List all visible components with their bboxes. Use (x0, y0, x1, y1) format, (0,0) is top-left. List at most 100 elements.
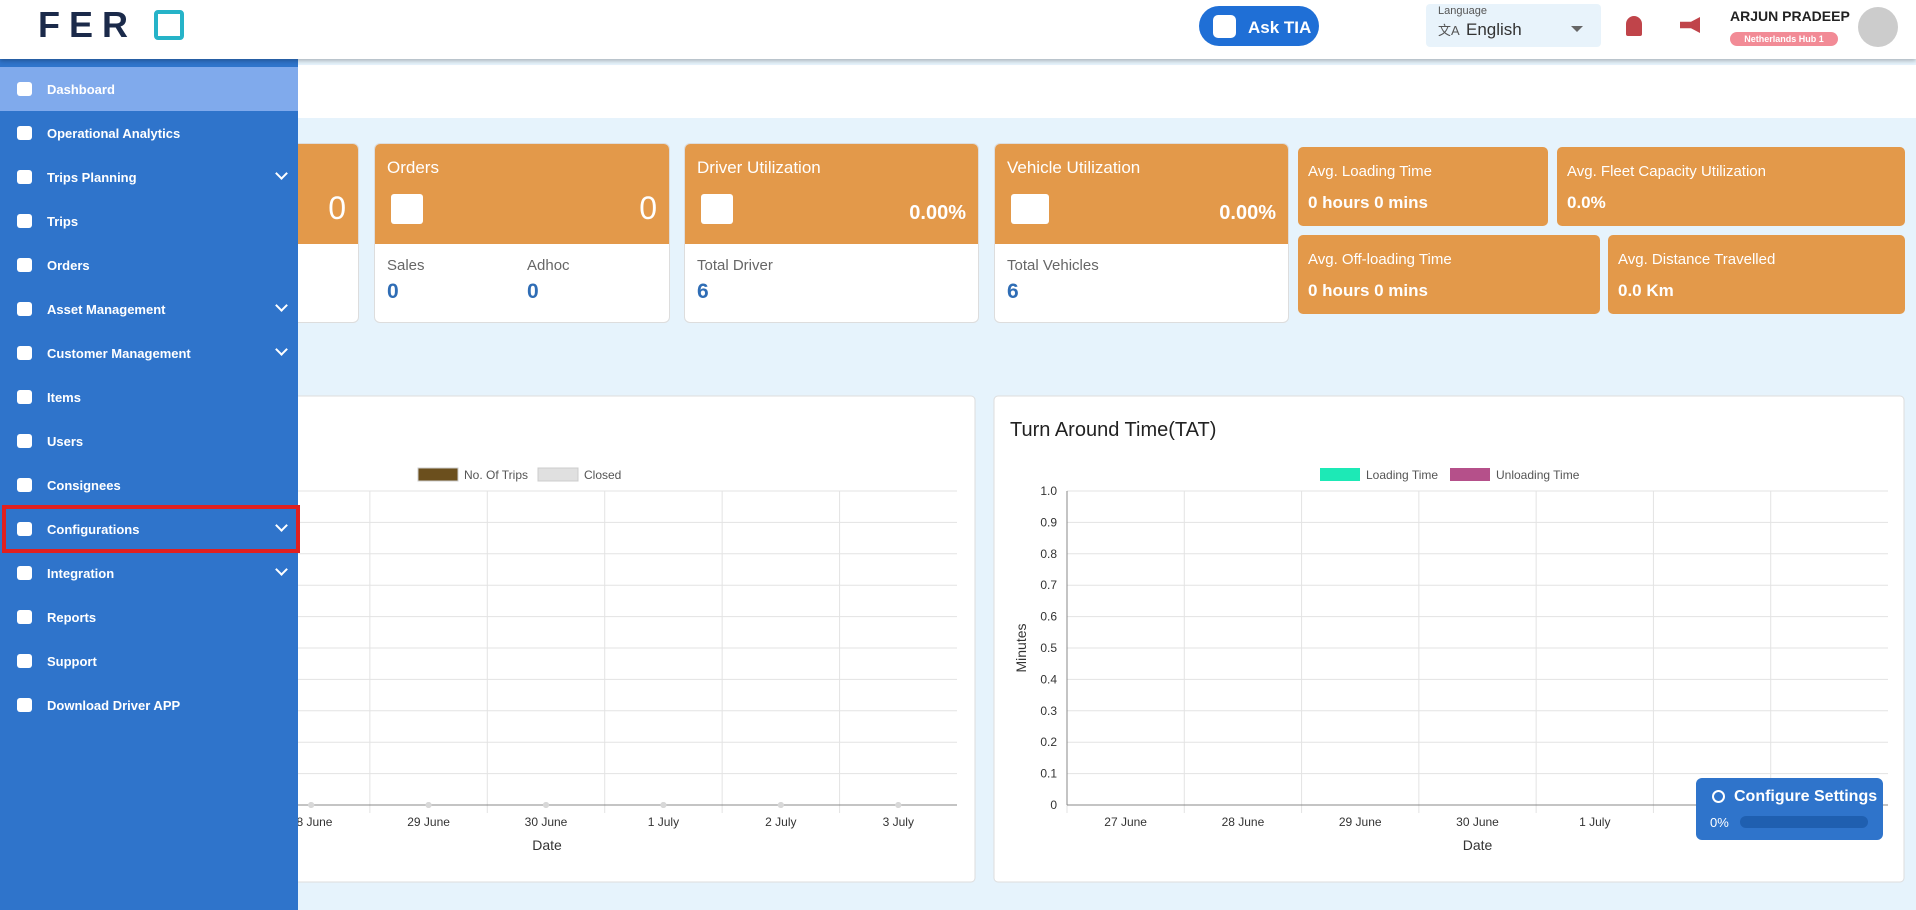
nav-label: Download Driver APP (47, 697, 181, 713)
stat-card: Vehicle Utilization 0.00% Total Vehicles… (994, 143, 1289, 323)
x-tick-label: 30 June (1456, 815, 1499, 829)
metric-title: Avg. Off-loading Time (1308, 251, 1452, 268)
chevron (275, 167, 288, 180)
data-point (660, 802, 667, 808)
nav-icon (17, 126, 32, 140)
nav-label: Asset Management (47, 301, 166, 317)
announcement-icon[interactable] (1680, 17, 1700, 33)
y-tick-label: 0.8 (1040, 547, 1057, 561)
sub-value: 0 (527, 280, 539, 303)
nav-item[interactable]: Trips (0, 199, 298, 243)
nav-icon (17, 214, 32, 228)
nav-label: Operational Analytics (47, 125, 181, 141)
y-tick-label: 0.4 (1040, 672, 1057, 686)
sub-value: 6 (697, 280, 709, 303)
nav-item[interactable]: Consignees (0, 463, 298, 507)
nav-icon (17, 522, 32, 536)
x-tick-label: 1 July (648, 815, 679, 829)
nav-item[interactable]: Items (0, 375, 298, 419)
legend-label: No. Of Trips (464, 468, 528, 482)
nav-icon (17, 478, 32, 492)
nav-item[interactable]: Trips Planning (0, 155, 298, 199)
nav-item[interactable]: Users (0, 419, 298, 463)
user-name: ARJUN PRADEEP (1730, 8, 1850, 24)
sidebar: Dashboard Operational Analytics Trips Plan… (0, 59, 300, 910)
nav-item[interactable]: Support (0, 639, 298, 683)
metric-value: 0 hours 0 mins (1308, 193, 1428, 212)
avatar[interactable] (1858, 7, 1898, 47)
metric-card: Avg. Off-loading Time 0 hours 0 mins (1298, 235, 1600, 314)
sub-label: Adhoc (527, 257, 570, 274)
x-axis-label: Date (1463, 837, 1493, 853)
stat-title: Vehicle Utilization (1007, 158, 1141, 177)
x-tick-label: 28 June (1222, 815, 1265, 829)
nav-icon (17, 654, 32, 668)
metric-card: Avg. Fleet Capacity Utilization 0.0% (1557, 147, 1905, 226)
spinner-icon (1712, 790, 1725, 803)
stat-title: Orders (387, 158, 439, 177)
y-tick-label: 0.5 (1040, 641, 1057, 655)
stat-value: 0 (639, 190, 657, 226)
nav-label: Users (47, 433, 84, 449)
stat-value: 0.00% (1219, 202, 1276, 224)
nav-item[interactable]: Reports (0, 595, 298, 639)
legend-label: Unloading Time (1496, 468, 1580, 482)
data-point (308, 802, 315, 808)
y-tick-label: 0.1 (1040, 767, 1057, 781)
sub-value: 6 (1007, 280, 1019, 303)
data-point (543, 802, 549, 808)
nav-item[interactable]: Integration (0, 551, 298, 595)
nav-icon (17, 610, 32, 624)
nav-icon (17, 258, 32, 272)
language-value: English (1466, 20, 1522, 39)
nav-item[interactable]: Orders (0, 243, 298, 287)
chart-panel (993, 395, 1905, 883)
chevron (275, 299, 288, 312)
sub-value: 0 (387, 280, 399, 303)
language-icon: 文A (1438, 23, 1460, 38)
legend-label: Closed (584, 468, 621, 482)
nav-label: Consignees (47, 477, 121, 493)
legend-swatch (1320, 468, 1360, 481)
legend-swatch (537, 467, 579, 482)
stat-value: 0.00% (909, 202, 966, 224)
nav-item[interactable]: Operational Analytics (0, 111, 298, 155)
metric-title: Avg. Fleet Capacity Utilization (1567, 163, 1766, 180)
nav-icon (17, 346, 32, 360)
x-tick-label: 1 July (1579, 815, 1610, 829)
ask-tia-icon (1213, 15, 1236, 38)
chevron (275, 563, 288, 576)
icon (701, 194, 733, 224)
metric-title: Avg. Loading Time (1308, 163, 1432, 180)
nav-item[interactable]: Configurations (0, 507, 298, 551)
language-select[interactable]: Language 文A English (1426, 4, 1601, 47)
y-tick-label: 0.6 (1040, 610, 1057, 624)
notification-bell[interactable] (1626, 16, 1642, 36)
nav-item[interactable]: Asset Management (0, 287, 298, 331)
language-label: Language (1438, 5, 1487, 17)
legend-swatch (1450, 468, 1490, 481)
configure-popup[interactable]: Configure Settings 0% (1696, 778, 1883, 840)
nav-label: Configurations (47, 521, 140, 537)
x-tick-label: 27 June (1104, 815, 1147, 829)
nav-icon (17, 434, 32, 448)
nav-item[interactable]: Customer Management (0, 331, 298, 375)
sub-label: Sales (387, 257, 425, 274)
nav-label: Support (47, 653, 97, 669)
top-strip (298, 65, 1916, 118)
chart-title: Turn Around Time(TAT) (1010, 419, 1216, 441)
nav-label: Customer Management (47, 345, 191, 361)
nav-label: Reports (47, 609, 97, 625)
sub-label: Total Driver (697, 257, 773, 274)
logo[interactable]: FER (38, 4, 137, 45)
nav-label: Orders (47, 257, 90, 273)
nav-item[interactable]: Dashboard (0, 67, 298, 111)
data-point (777, 802, 784, 808)
nav-item[interactable]: Download Driver APP (0, 683, 298, 727)
stat-card: Driver Utilization 0.00% Total Driver 6 (684, 143, 979, 323)
logo-icon (154, 10, 184, 40)
chevron (275, 343, 288, 356)
metric-value: 0 hours 0 mins (1308, 281, 1428, 300)
ask-tia-button[interactable]: Ask TIA (1199, 6, 1319, 46)
